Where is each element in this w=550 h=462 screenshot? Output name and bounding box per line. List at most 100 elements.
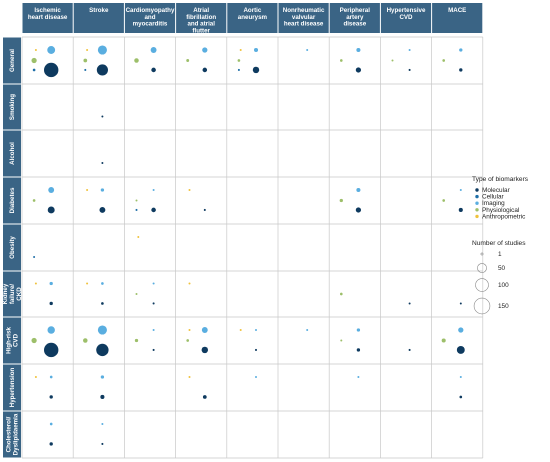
column-header-bg — [432, 3, 483, 33]
row-header-label: Alcohol — [9, 142, 16, 165]
bubble-molecular — [355, 207, 362, 213]
bubble-molecular — [456, 346, 465, 354]
bubble-molecular — [96, 64, 108, 76]
bubble-molecular — [99, 207, 106, 213]
bubble-imaging — [408, 48, 411, 52]
row-header-label: Diabetes — [9, 187, 16, 213]
bubble-molecular — [459, 68, 463, 72]
bubble-anthropometric — [188, 282, 191, 285]
bubble-physiological — [31, 57, 37, 64]
column-header-label: Cardiomyopathy — [126, 7, 175, 14]
bubble-imaging — [201, 327, 208, 333]
bubble-physiological — [135, 199, 138, 202]
bubble-physiological — [237, 59, 241, 62]
bubble-imaging — [47, 46, 56, 54]
bubble-cellular — [135, 208, 138, 211]
column-header-bg — [73, 3, 124, 33]
bubble-physiological — [186, 339, 190, 342]
row-header-label: failure/ — [9, 284, 16, 305]
legend-size-label: 150 — [498, 303, 509, 310]
row-header-label-group: Smoking — [9, 94, 16, 120]
row-header-label: High-risk — [6, 327, 13, 354]
bubble-anthropometric — [239, 328, 242, 332]
bubble-molecular — [44, 342, 59, 358]
bubble-physiological — [391, 59, 394, 62]
column-header-label: and atrial — [187, 21, 215, 28]
legend-swatch-anthropometric — [475, 214, 479, 219]
row-header-bg — [3, 317, 21, 364]
row-header-bg — [3, 224, 21, 271]
legend-size-circle — [477, 263, 487, 273]
bubble-physiological — [31, 337, 37, 344]
bubble-molecular — [151, 207, 156, 213]
bubble-anthropometric — [34, 282, 37, 285]
bubble-molecular — [254, 348, 258, 351]
bubble-imaging — [357, 375, 360, 379]
row-header-bg — [3, 271, 21, 317]
bubble-physiological — [340, 339, 343, 342]
column-header-label: fibrillation — [186, 14, 216, 21]
bubble-molecular — [47, 206, 55, 214]
bubble-molecular — [101, 302, 104, 305]
bubble-molecular — [49, 442, 53, 446]
bubble-imaging — [47, 326, 55, 334]
column-header-bg — [22, 3, 73, 33]
bubble-molecular — [459, 395, 463, 399]
bubble-physiological — [134, 338, 139, 343]
bubble-physiological — [135, 292, 138, 296]
legend-size-circle — [475, 278, 489, 292]
row-header-label: Hypertension — [9, 368, 16, 408]
bubble-imaging — [356, 187, 361, 193]
bubble-molecular — [101, 161, 104, 164]
bubble-molecular — [96, 343, 109, 357]
column-header-label: flutter — [192, 27, 210, 34]
bubble-imaging — [49, 375, 53, 379]
column-header-label: artery — [346, 14, 364, 21]
bubble-molecular — [44, 62, 59, 78]
bubble-molecular — [408, 348, 411, 351]
bubble-imaging — [306, 48, 309, 52]
bubble-molecular — [202, 67, 208, 73]
bubble-molecular — [202, 395, 207, 399]
legend-swatch-cellular — [475, 194, 479, 199]
row-header-bg — [3, 84, 21, 130]
bubble-cellular — [32, 68, 36, 72]
column-header-label: Ischemic — [34, 7, 61, 14]
column-header-bg — [329, 3, 380, 33]
bubble-molecular — [458, 207, 463, 212]
row-header-bg — [3, 411, 21, 458]
bubble-physiological — [186, 59, 190, 62]
legend-size-title: Number of studies — [472, 240, 526, 247]
legend-type-label: Anthropometric — [482, 213, 526, 220]
grid-background — [22, 37, 483, 458]
bubble-anthropometric — [188, 375, 191, 379]
bubble-imaging — [356, 47, 361, 53]
row-header-label-group: General — [9, 49, 16, 72]
bubble-physiological — [83, 58, 88, 63]
bubble-anthropometric — [86, 282, 89, 285]
bubble-cellular — [237, 68, 240, 71]
bubble-anthropometric — [137, 236, 140, 238]
column-header-label: heart disease — [284, 21, 324, 28]
legend-swatch-molecular — [475, 188, 479, 192]
column-header-label: Nonrheumatic — [283, 7, 325, 14]
row-header-label-group: Obesity — [9, 236, 16, 259]
row-header-label: Obesity — [9, 236, 16, 259]
bubble-cellular — [84, 68, 87, 71]
legend-type-title: Type of biomarkers — [472, 176, 529, 183]
bubble-physiological — [32, 199, 36, 202]
column-header-label: valvular — [292, 14, 316, 21]
bubble-molecular — [101, 115, 104, 118]
bubble-physiological — [339, 292, 343, 296]
bubble-anthropometric — [34, 375, 37, 379]
bubble-imaging — [49, 422, 53, 426]
bubble-physiological — [339, 59, 343, 62]
bubble-molecular — [101, 442, 104, 445]
bubble-molecular — [49, 301, 53, 306]
row-header-label-group: Diabetes — [9, 187, 16, 213]
column-header-label: aneurysm — [238, 14, 268, 21]
bubble-imaging — [49, 281, 53, 286]
row-header-bg — [3, 364, 21, 411]
row-header-label-group: Kidney failure/CKD — [2, 283, 23, 304]
